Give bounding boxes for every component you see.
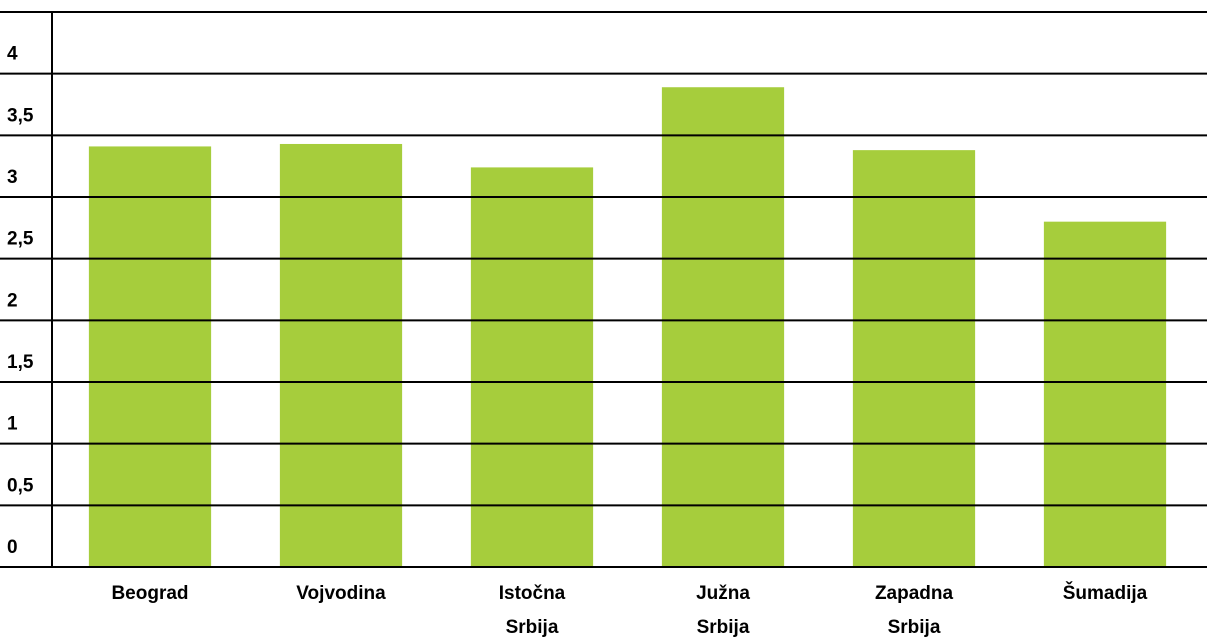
bar	[470, 167, 594, 567]
x-tick-label: Šumadija	[1063, 582, 1148, 604]
y-tick-label: 2	[7, 290, 18, 311]
y-tick-label: 1,5	[7, 352, 34, 373]
bar	[1043, 221, 1167, 567]
x-tick-label: Zapadna Srbija	[875, 583, 954, 638]
y-tick-label: 0,5	[7, 475, 34, 496]
y-tick-label: 0	[7, 537, 18, 558]
bar	[88, 146, 212, 567]
bar	[852, 150, 976, 567]
x-tick-label: Beograd	[111, 583, 188, 604]
y-tick-label: 2,5	[7, 229, 34, 250]
x-tick-label: Vojvodina	[296, 583, 386, 604]
bar	[661, 87, 785, 567]
y-tick-label: 3	[7, 167, 18, 188]
x-tick-label: Istočna Srbija	[499, 583, 566, 638]
y-tick-label: 1	[7, 414, 18, 435]
bar	[279, 143, 403, 567]
x-tick-label: Južna Srbija	[696, 583, 750, 638]
y-tick-label: 4	[7, 44, 18, 65]
y-tick-label: 3,5	[7, 105, 34, 126]
